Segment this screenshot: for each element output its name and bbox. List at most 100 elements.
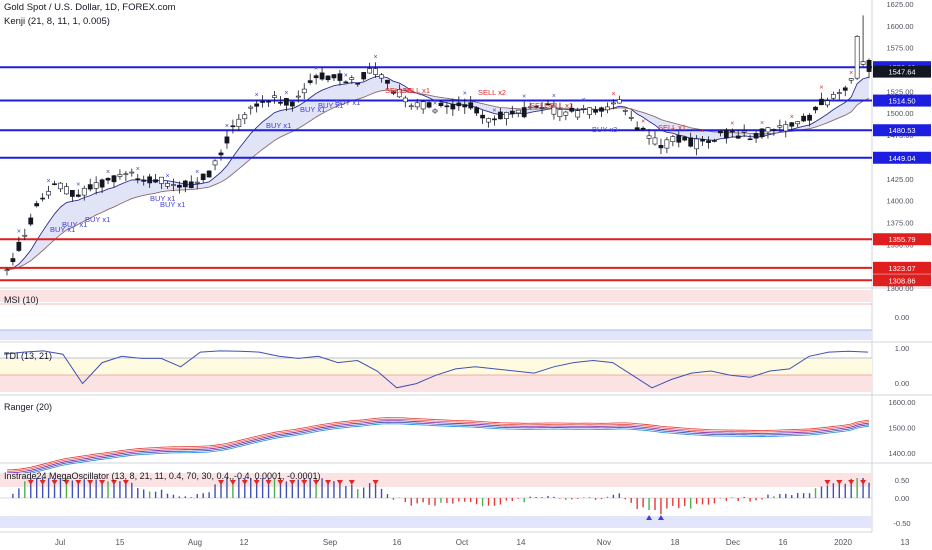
signal-label: SELL x1: [545, 101, 573, 110]
level-price-tag: [873, 94, 931, 107]
candle-body: [426, 102, 432, 108]
kenji-marker: ×: [463, 91, 467, 98]
signal-label: BUY x1: [266, 121, 291, 130]
candle-body: [438, 102, 444, 107]
candle-body: [545, 103, 551, 106]
candle-body: [640, 127, 646, 130]
candle-body: [486, 118, 491, 123]
candle-body: [474, 107, 480, 114]
mega-sell-marker: [301, 480, 308, 485]
candle-body: [153, 179, 158, 183]
mega-sell-marker: [836, 480, 843, 485]
candle-body: [182, 180, 188, 188]
kenji-marker: ×: [730, 120, 734, 127]
kenji-marker: ×: [433, 100, 437, 107]
time-tick-label: 12: [240, 538, 249, 547]
time-tick-label: Aug: [188, 538, 202, 547]
price-tick-label: 1625.00: [886, 0, 913, 9]
candle-body: [557, 109, 563, 118]
time-tick-label: 15: [116, 538, 125, 547]
mega-sell-marker: [325, 480, 332, 485]
tdi-tick-label: 1.00: [895, 344, 910, 353]
candle-body: [801, 115, 807, 122]
kenji-marker: ×: [522, 94, 526, 101]
kenji-marker: ×: [790, 114, 794, 121]
candle-body: [551, 105, 557, 115]
mega-sell-marker: [241, 480, 248, 485]
time-tick-label: 13: [901, 538, 910, 547]
candle-body: [325, 75, 331, 81]
candle-body: [712, 140, 717, 142]
candle-body: [248, 106, 254, 109]
candle-body: [218, 152, 224, 156]
candle-body: [735, 135, 741, 139]
mega-sell-marker: [313, 480, 320, 485]
candle-body: [10, 258, 16, 263]
candle-body: [581, 108, 587, 110]
mega-buy-marker: [646, 515, 653, 520]
symbol-title: Gold Spot / U.S. Dollar, 1D, FOREX.com: [4, 2, 176, 13]
price-tick-label: 1575.00: [886, 44, 913, 53]
kenji-marker: ×: [641, 118, 645, 125]
candle-body: [206, 170, 212, 178]
mega-sell-marker: [122, 480, 129, 485]
candle-body: [765, 127, 771, 133]
mega-sell-marker: [824, 480, 831, 485]
candle-body: [129, 171, 135, 174]
tdi-line: [3, 350, 869, 389]
mega-tick-label: 0.00: [895, 494, 910, 503]
candle-body: [319, 72, 325, 80]
price-tick-label: 1500.00: [886, 109, 913, 118]
candle-body: [337, 73, 343, 81]
mega-sell-marker: [229, 480, 236, 485]
candle-body: [670, 136, 676, 142]
candle-body: [111, 175, 117, 183]
time-tick-label: 16: [779, 538, 788, 547]
candle-body: [159, 176, 164, 184]
mega-sell-marker: [348, 480, 355, 485]
mega-sell-marker: [265, 480, 272, 485]
price-tick-label: 1525.00: [886, 87, 913, 96]
candle-body: [117, 174, 123, 177]
candle-body: [688, 137, 694, 147]
candle-body: [367, 68, 373, 74]
candle-body: [34, 203, 40, 207]
candle-body: [860, 61, 866, 65]
candle-body: [825, 100, 830, 106]
candle-body: [729, 130, 735, 133]
candle-body: [123, 173, 129, 176]
mega-sell-marker: [336, 480, 343, 485]
candle-body: [28, 217, 34, 225]
candle-body: [93, 182, 99, 189]
tdi-lower-zone: [0, 375, 872, 392]
kenji-marker: ×: [582, 97, 586, 104]
candle-body: [664, 139, 670, 149]
msi-upper-zone: [0, 290, 872, 302]
candle-body: [52, 183, 57, 185]
candle-body: [4, 269, 10, 272]
candle-body: [605, 106, 610, 111]
candle-body: [69, 189, 75, 197]
candle-body: [599, 107, 604, 112]
candle-body: [468, 102, 474, 109]
candle-body: [408, 105, 414, 108]
signal-label: BUY x1: [50, 225, 75, 234]
candle-body: [81, 187, 87, 196]
price-tick-label: 1400.00: [886, 197, 913, 206]
candle-body: [331, 74, 337, 79]
signal-label: SELL x1: [658, 123, 686, 132]
candle-body: [171, 184, 176, 186]
candle-body: [278, 102, 283, 104]
candle-body: [385, 79, 390, 84]
candle-body: [64, 186, 69, 195]
mega-lower-zone: [0, 516, 872, 528]
candle-body: [420, 101, 426, 110]
candle-body: [22, 234, 28, 237]
kenji-marker: ×: [136, 166, 140, 173]
candle-body: [254, 103, 260, 107]
mega-sell-marker: [51, 480, 58, 485]
candle-body: [741, 130, 747, 133]
signal-label: BUY x1: [335, 98, 360, 107]
candle-body: [87, 184, 93, 190]
